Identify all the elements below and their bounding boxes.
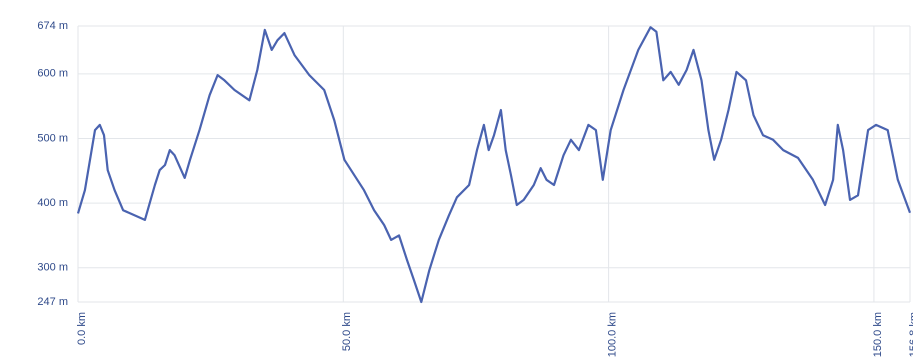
- y-tick-label: 600 m: [37, 68, 68, 80]
- elevation-line: [76, 26, 912, 304]
- y-tick-label: 674 m: [37, 20, 68, 32]
- y-tick-label: 500 m: [37, 132, 68, 144]
- y-tick-label: 400 m: [37, 197, 68, 209]
- x-tick-label: 50.0 km: [341, 312, 353, 351]
- x-tick-label: 100.0 km: [607, 312, 619, 357]
- y-tick-label: 300 m: [37, 262, 68, 274]
- y-tick-label: 247 m: [37, 296, 68, 308]
- x-tick-label: 156.8 km: [908, 312, 913, 357]
- x-tick-label: 0.0 km: [76, 312, 88, 345]
- x-tick-label: 150.0 km: [872, 312, 884, 357]
